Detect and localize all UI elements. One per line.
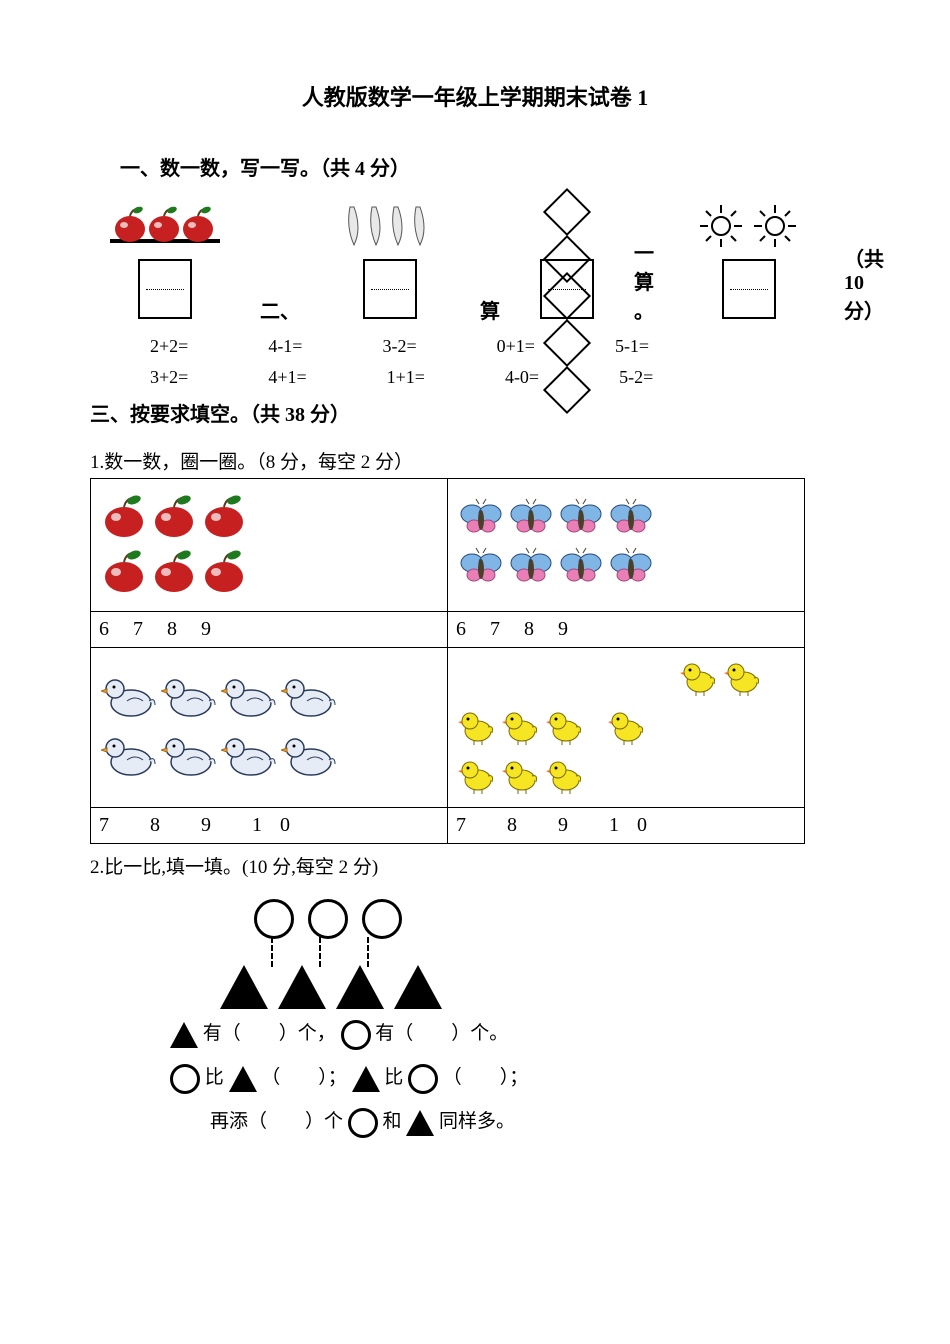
answer-box[interactable]: [722, 259, 776, 319]
calc-grid: 2+2= 4-1= 3-2= 0+1= 5-1= 3+2= 4+1= 1+1= …: [150, 336, 860, 388]
circle-icon: [408, 1064, 438, 1094]
calc-cell[interactable]: 3-2=: [382, 336, 416, 357]
q1-cell-butterflies: [448, 479, 805, 612]
calc-cell[interactable]: 5-1=: [615, 336, 649, 357]
q1-table: 6789 6789 7 8 9 10 7 8 9 10: [90, 478, 805, 844]
circle-icon: [254, 899, 294, 939]
triangle-icon: [170, 1022, 198, 1048]
calc-cell[interactable]: 3+2=: [150, 367, 188, 388]
q2-line1: 有（ ）个， 有（ ）个。: [170, 1015, 860, 1053]
calc-cell[interactable]: 4-0=: [505, 367, 539, 388]
q1-cell-chicks: [448, 648, 805, 808]
section2-heading-part: 一 算 。: [634, 237, 654, 324]
count-item-diamonds: [540, 191, 594, 324]
triangle-icon: [394, 965, 442, 1009]
triangle-icon: [220, 965, 268, 1009]
triangle-icon: [229, 1066, 257, 1092]
circle-icon: [348, 1108, 378, 1138]
q1-cell-ducks: [91, 648, 448, 808]
circle-icon: [308, 899, 348, 939]
q1-choices[interactable]: 6789: [448, 612, 805, 648]
q2-label: 2.比一比,填一填。(10 分,每空 2 分): [90, 852, 860, 879]
compare-diagram: 有（ ）个， 有（ ）个。 比 （ ）； 比 （ ）； 再添（ ）个 和 同样多…: [170, 899, 860, 1141]
q1-choices[interactable]: 7 8 9 10: [91, 808, 448, 844]
calc-cell[interactable]: 4+1=: [268, 367, 306, 388]
answer-box[interactable]: [138, 259, 192, 319]
section2-heading-part: 二、: [260, 295, 300, 324]
count-item-apples: [110, 191, 220, 324]
q1-choices[interactable]: 7 8 9 10: [448, 808, 805, 844]
q1-choices[interactable]: 6789: [91, 612, 448, 648]
section1-heading: 一、数一数，写一写。（共 4 分）: [120, 152, 860, 181]
q1-cell-apples: [91, 479, 448, 612]
count-item-bananas: [340, 191, 440, 324]
calc-cell[interactable]: 0+1=: [497, 336, 535, 357]
calc-cell[interactable]: 4-1=: [268, 336, 302, 357]
answer-box[interactable]: [363, 259, 417, 319]
triangle-icon: [278, 965, 326, 1009]
page-title: 人教版数学一年级上学期期末试卷 1: [90, 80, 860, 112]
triangle-icon: [406, 1110, 434, 1136]
calc-cell[interactable]: 2+2=: [150, 336, 188, 357]
section2-heading-part: （共 10 分）: [844, 243, 884, 324]
circle-icon: [362, 899, 402, 939]
q1-label: 1.数一数，圈一圈。（8 分，每空 2 分）: [90, 447, 860, 474]
triangle-icon: [352, 1066, 380, 1092]
triangle-icon: [336, 965, 384, 1009]
circle-icon: [341, 1020, 371, 1050]
answer-box[interactable]: [540, 259, 594, 319]
circle-icon: [170, 1064, 200, 1094]
q2-line3: 再添（ ）个 和 同样多。: [210, 1103, 860, 1141]
calc-cell[interactable]: 5-2=: [619, 367, 653, 388]
section2-heading-part: 算: [480, 295, 500, 324]
section3-heading: 三、按要求填空。（共 38 分）: [90, 398, 860, 427]
count-item-suns: [694, 191, 804, 324]
calc-cell[interactable]: 1+1=: [387, 367, 425, 388]
q2-line2: 比 （ ）； 比 （ ）；: [170, 1059, 860, 1097]
